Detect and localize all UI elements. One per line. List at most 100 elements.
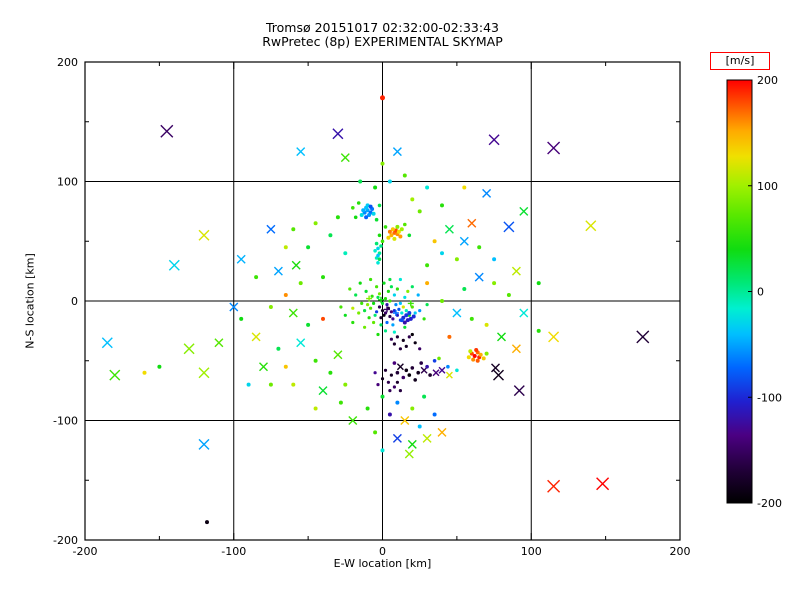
data-point xyxy=(402,173,407,178)
data-point xyxy=(382,281,386,285)
data-point xyxy=(472,354,477,358)
data-point-x xyxy=(168,259,180,271)
data-point xyxy=(380,377,385,381)
data-point-x xyxy=(459,236,469,246)
data-point xyxy=(356,201,361,205)
data-point-plus xyxy=(407,300,414,307)
data-point xyxy=(387,229,392,234)
data-point-plus xyxy=(392,310,399,316)
data-point-x xyxy=(101,337,113,349)
colorbar-tick-label: -100 xyxy=(757,391,782,404)
data-point xyxy=(375,310,379,314)
data-point xyxy=(379,244,383,248)
colorbar-tick-label: 0 xyxy=(757,286,764,299)
x-tick-label: 0 xyxy=(379,545,386,558)
y-tick-label: 100 xyxy=(57,176,78,189)
data-point xyxy=(425,364,429,369)
data-point xyxy=(410,197,415,202)
data-point xyxy=(268,305,273,309)
data-point-x xyxy=(432,369,440,377)
data-point-plus xyxy=(378,296,384,303)
data-point xyxy=(425,281,430,286)
y-tick-label: 200 xyxy=(57,56,78,69)
data-point xyxy=(395,400,400,405)
data-point xyxy=(376,261,380,265)
data-point-x xyxy=(420,366,428,374)
data-point xyxy=(328,370,333,375)
data-point-x xyxy=(474,272,484,282)
plot-frame xyxy=(84,61,681,541)
data-point xyxy=(406,289,410,293)
data-point xyxy=(364,215,369,220)
data-point-x xyxy=(109,369,121,381)
data-point-x xyxy=(519,308,529,318)
data-point-x xyxy=(548,331,560,343)
data-point xyxy=(418,309,422,313)
data-point xyxy=(422,317,426,321)
data-point xyxy=(392,342,396,346)
data-point xyxy=(437,356,441,361)
data-point-x xyxy=(422,433,432,443)
data-point xyxy=(380,161,385,166)
data-point xyxy=(298,281,303,286)
data-point xyxy=(376,332,380,337)
plot-title: Tromsø 20151017 02:32:00-02:33:43 xyxy=(265,20,499,35)
data-point xyxy=(471,357,476,362)
data-point xyxy=(398,301,402,305)
data-point-x xyxy=(511,266,521,276)
x-tick-label: 100 xyxy=(521,545,542,558)
data-point xyxy=(392,293,396,297)
data-point xyxy=(425,185,430,190)
data-point xyxy=(389,310,393,314)
data-point xyxy=(398,277,402,282)
data-point xyxy=(462,185,467,190)
data-point xyxy=(373,430,378,435)
data-point-x xyxy=(160,124,174,138)
data-point xyxy=(422,394,427,399)
data-point-x xyxy=(266,224,276,234)
data-point xyxy=(376,295,380,299)
data-point-plus xyxy=(384,306,390,313)
data-point-x xyxy=(348,416,358,425)
data-point xyxy=(387,179,392,184)
data-point xyxy=(416,370,421,375)
data-point xyxy=(407,311,412,315)
data-point xyxy=(481,356,486,361)
x-tick-label: -100 xyxy=(221,545,246,558)
data-point-x xyxy=(585,220,597,232)
data-point xyxy=(413,341,417,345)
data-point xyxy=(371,211,376,216)
data-point xyxy=(395,335,399,339)
data-point xyxy=(407,335,411,339)
data-point xyxy=(351,320,355,325)
data-point xyxy=(283,245,288,250)
data-point xyxy=(367,213,372,217)
data-point xyxy=(432,359,437,363)
data-point-x xyxy=(482,188,492,198)
data-point xyxy=(373,185,378,190)
data-point xyxy=(283,293,288,297)
data-point-x xyxy=(318,386,328,396)
data-point xyxy=(142,370,147,375)
data-point xyxy=(395,370,400,375)
data-point-x xyxy=(404,449,414,459)
y-tick-label: -100 xyxy=(53,415,78,428)
colorbar-tick-label: 100 xyxy=(757,180,778,193)
data-point xyxy=(475,358,480,363)
data-point xyxy=(417,424,422,429)
plot-subtitle: RwPretec (8p) EXPERIMENTAL SKYMAP xyxy=(262,34,503,49)
data-point-x xyxy=(198,438,210,450)
data-point-x xyxy=(636,330,650,344)
data-point xyxy=(410,332,414,337)
data-point xyxy=(407,233,412,238)
data-point xyxy=(246,382,251,387)
data-point xyxy=(389,285,393,289)
data-point xyxy=(478,352,483,357)
data-point xyxy=(404,309,408,313)
data-point xyxy=(395,287,399,291)
data-point xyxy=(360,301,364,305)
data-point-x xyxy=(547,479,561,493)
data-point xyxy=(385,303,389,307)
data-point xyxy=(398,234,403,239)
